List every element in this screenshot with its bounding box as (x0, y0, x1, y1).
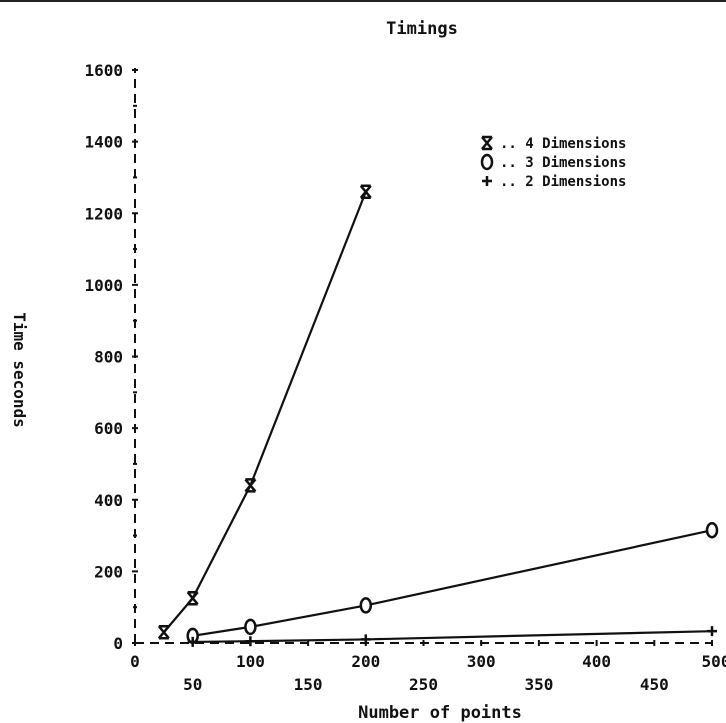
x-tick-label: 50 (183, 675, 202, 694)
x-tick-label: 300 (467, 652, 496, 671)
legend-label: .. 3 Dimensions (500, 155, 626, 171)
data-point-O (359, 597, 373, 614)
y-tick-label: 800 (94, 348, 123, 367)
data-point-X (359, 184, 372, 200)
top-border (0, 0, 726, 2)
data-point-X (157, 625, 170, 640)
series-line-O (192, 529, 713, 637)
y-tick-label: 1000 (84, 276, 123, 295)
legend-label: .. 2 Dimensions (500, 174, 626, 190)
x-tick-label: 400 (582, 652, 611, 671)
data-point-+ (245, 636, 256, 647)
y-tick-label: 1400 (84, 133, 123, 152)
y-axis-label: Time seconds (10, 312, 29, 428)
x-axis-label: Number of points (358, 703, 522, 723)
legend-marker-+ (482, 176, 492, 186)
data-point-X (186, 590, 199, 606)
series-line-+ (192, 630, 713, 644)
y-tick-label: 1200 (84, 204, 123, 223)
data-point-X (244, 478, 257, 493)
legend-marker-X (481, 135, 493, 151)
x-tick-label: 200 (351, 652, 380, 671)
series-line-X (163, 191, 367, 633)
y-tick-label: 600 (94, 419, 123, 438)
data-point-O (244, 618, 257, 636)
data-point-+ (360, 634, 371, 645)
x-tick-label: 250 (409, 675, 438, 694)
y-tick-label: 0 (113, 634, 123, 653)
x-tick-label: 100 (236, 652, 265, 671)
x-tick-label: 500 (702, 652, 726, 671)
data-point-O (705, 521, 719, 539)
y-tick-label: 200 (94, 562, 123, 581)
x-tick-label: 0 (130, 652, 140, 671)
data-point-+ (707, 626, 717, 637)
x-tick-label: 450 (640, 675, 669, 694)
y-tick-label: 1600 (84, 61, 123, 80)
legend-marker-O (480, 153, 494, 171)
x-tick-label: 350 (524, 675, 553, 694)
y-tick-label: 400 (94, 491, 123, 510)
x-tick-label: 150 (294, 675, 323, 694)
data-point-+ (187, 636, 198, 647)
legend-label: .. 4 Dimensions (500, 136, 626, 152)
chart-title: Timings (386, 19, 458, 39)
